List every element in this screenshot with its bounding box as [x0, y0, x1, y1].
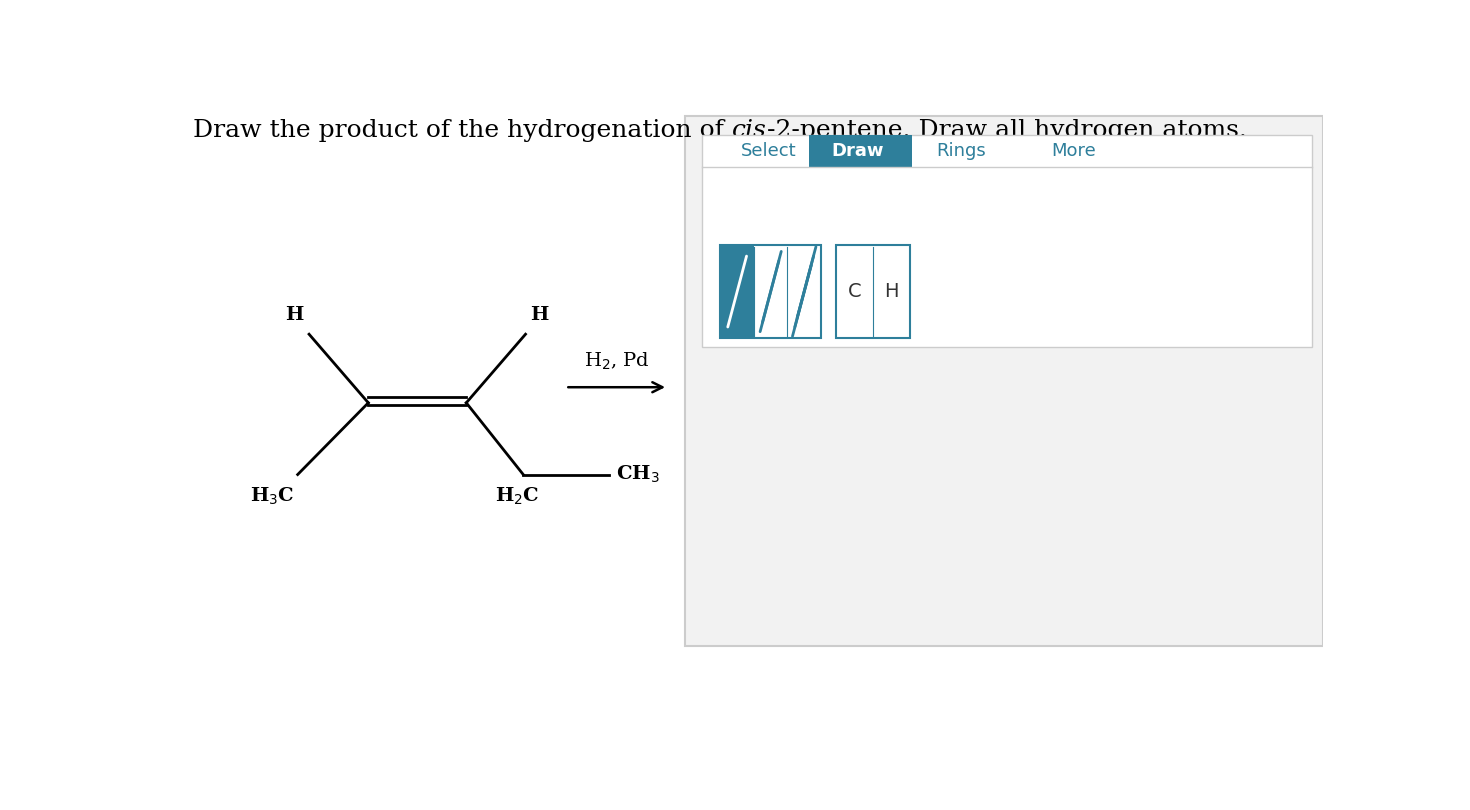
Text: Select: Select: [741, 142, 797, 160]
Text: H$_2$C: H$_2$C: [495, 486, 539, 507]
Text: CH$_3$: CH$_3$: [616, 464, 660, 485]
Bar: [720, 245, 820, 339]
Bar: [720, 245, 754, 339]
Text: H$_3$C: H$_3$C: [250, 486, 295, 507]
Text: cis: cis: [732, 119, 767, 142]
Text: H: H: [885, 282, 898, 301]
Bar: [810, 134, 911, 168]
Bar: [703, 134, 1311, 347]
Text: H: H: [285, 306, 303, 324]
Text: Draw: Draw: [831, 142, 883, 160]
Text: Draw the product of the hydrogenation of: Draw the product of the hydrogenation of: [193, 119, 732, 142]
Bar: [685, 116, 1323, 646]
Text: Rings: Rings: [936, 142, 986, 160]
Text: More: More: [1051, 142, 1097, 160]
Bar: [836, 245, 910, 339]
Text: H$_2$, Pd: H$_2$, Pd: [584, 351, 650, 372]
Text: -2-pentene. Draw all hydrogen atoms.: -2-pentene. Draw all hydrogen atoms.: [767, 119, 1247, 142]
Text: H: H: [531, 306, 548, 324]
Text: C: C: [848, 282, 861, 301]
